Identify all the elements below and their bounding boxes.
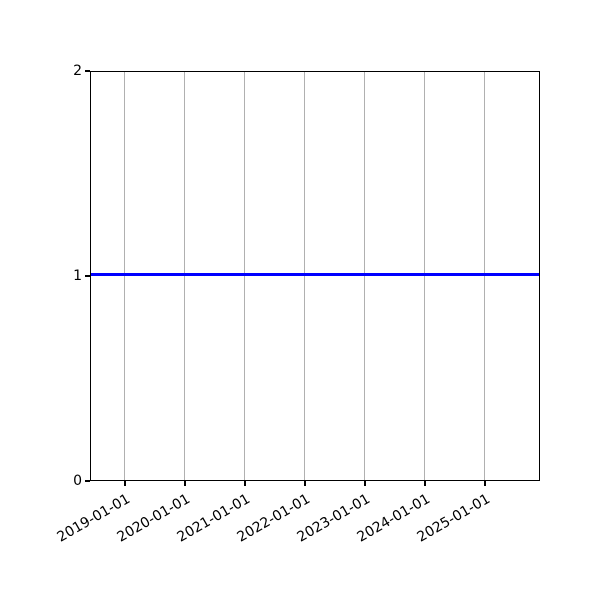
gridline [244,72,245,480]
gridline [124,72,125,480]
constant-line-series [91,273,539,276]
gridline [484,72,485,480]
x-tick-mark [124,481,126,486]
x-tick-mark [244,481,246,486]
x-tick-label: 2025-01-01 [414,491,493,546]
x-tick-mark [364,481,366,486]
y-tick-label: 1 [73,268,82,284]
x-tick-mark [424,481,426,486]
y-tick-mark [84,70,90,72]
y-tick-label: 0 [73,473,82,489]
gridline [304,72,305,480]
x-tick-mark [184,481,186,486]
x-tick-mark [304,481,306,486]
y-tick-mark [84,480,90,482]
gridline [364,72,365,480]
plot-area [90,71,540,481]
gridline [184,72,185,480]
y-tick-mark [84,275,90,277]
x-tick-mark [484,481,486,486]
y-tick-label: 2 [73,63,82,79]
gridline [424,72,425,480]
